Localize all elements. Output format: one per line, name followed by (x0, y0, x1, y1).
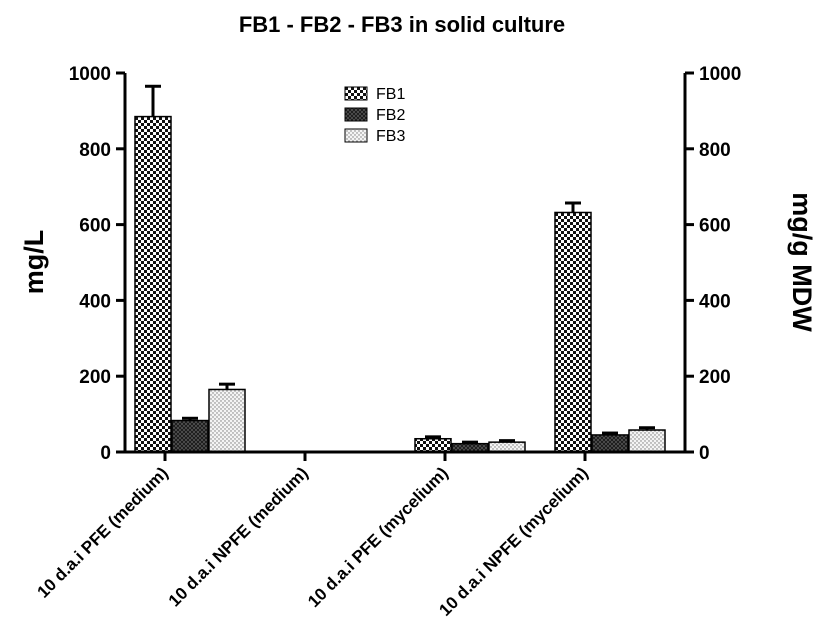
bar-fb3 (628, 429, 666, 453)
bar-fb3 (208, 388, 246, 453)
bar-fb1 (554, 211, 592, 453)
x-tick-label: 10 d.a.i NPFE (medium) (165, 463, 312, 610)
legend: FB1 FB2 FB3 (344, 86, 405, 145)
left-axis: 0 200 400 600 800 1000 (69, 64, 127, 464)
bar-fb1 (414, 437, 452, 453)
legend-label-fb3: FB3 (376, 128, 405, 145)
bars (134, 84, 666, 453)
bar-fb2 (591, 434, 629, 453)
y-tick-label: 600 (79, 216, 111, 237)
y-tick-label: 800 (79, 140, 111, 161)
y-tick-label: 1000 (69, 64, 111, 85)
y-tick-label: 200 (79, 367, 111, 388)
chart-title: FB1 - FB2 - FB3 in solid culture (239, 12, 565, 37)
y-tick-label: 0 (100, 443, 111, 464)
legend-swatch-fb1 (344, 86, 368, 101)
y2-tick-label: 200 (699, 367, 731, 388)
x-tick-label: 10 d.a.i PFE (mycelium) (304, 463, 452, 611)
y-tick-label: 400 (79, 291, 111, 312)
y2-tick-label: 800 (699, 140, 731, 161)
y2-tick-label: 600 (699, 216, 731, 237)
y2-tick-label: 400 (699, 291, 731, 312)
y2-tick-label: 1000 (699, 64, 741, 85)
y2-axis-label: mg/g MDW (787, 192, 817, 332)
right-axis: 0 200 400 600 800 1000 (683, 64, 741, 464)
y-axis-label: mg/L (19, 230, 49, 295)
x-axis: 10 d.a.i PFE (medium)10 d.a.i NPFE (medi… (33, 450, 686, 620)
bar-fb1 (134, 115, 172, 453)
legend-swatch-fb2 (344, 107, 368, 122)
legend-swatch-fb3 (344, 128, 368, 143)
legend-label-fb2: FB2 (376, 107, 405, 124)
legend-label-fb1: FB1 (376, 86, 405, 103)
bar-fb2 (171, 419, 209, 453)
x-tick-label: 10 d.a.i PFE (medium) (33, 463, 171, 601)
x-tick-label: 10 d.a.i NPFE (mycelium) (435, 463, 591, 619)
y2-tick-label: 0 (699, 443, 710, 464)
